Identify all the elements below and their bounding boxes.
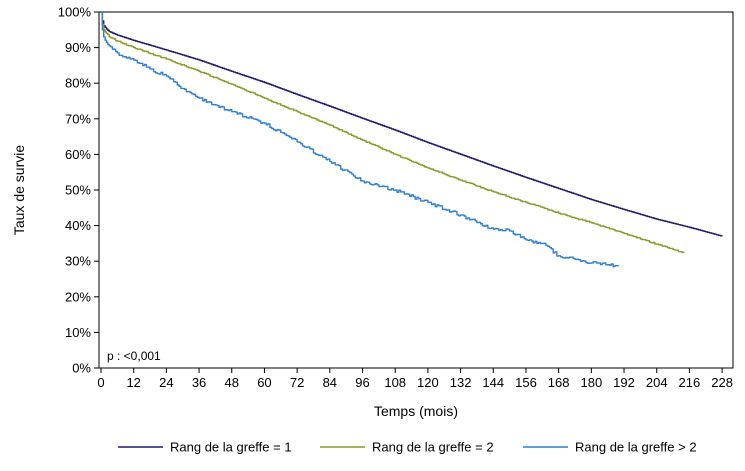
y-tick-label: 20% — [65, 289, 91, 304]
y-tick-label: 80% — [65, 76, 91, 91]
x-tick-label: 84 — [323, 375, 337, 390]
x-tick-label: 216 — [679, 375, 701, 390]
plot-area-frame — [98, 11, 734, 369]
x-tick-label: 36 — [192, 375, 206, 390]
y-tick-label: 100% — [58, 5, 92, 20]
x-tick-label: 0 — [97, 375, 104, 390]
y-tick-label: 60% — [65, 147, 91, 162]
x-tick-label: 108 — [384, 375, 406, 390]
y-tick-label: 40% — [65, 218, 91, 233]
y-tick-label: 0% — [72, 361, 91, 376]
x-tick-label: 72 — [290, 375, 304, 390]
x-axis-ticks: 0 12 24 36 48 60 72 84 96 108 120 132 144 156 168 180 19… — [97, 368, 733, 390]
x-tick-label: 192 — [613, 375, 635, 390]
legend-label-1: Rang de la greffe = 1 — [170, 440, 292, 455]
x-tick-label: 180 — [580, 375, 602, 390]
x-axis-title: Temps (mois) — [374, 403, 458, 419]
y-tick-label: 10% — [65, 325, 91, 340]
x-tick-label: 168 — [548, 375, 570, 390]
x-tick-label: 120 — [417, 375, 439, 390]
x-tick-label: 132 — [450, 375, 472, 390]
p-value-annotation: p : <0,001 — [107, 349, 161, 363]
x-tick-label: 48 — [225, 375, 239, 390]
x-tick-label: 96 — [355, 375, 369, 390]
x-tick-label: 156 — [515, 375, 537, 390]
series-line-3 — [101, 11, 620, 268]
y-tick-label: 50% — [65, 183, 91, 198]
y-axis-title: Taux de survie — [11, 145, 27, 235]
x-tick-label: 228 — [711, 375, 733, 390]
legend: Rang de la greffe = 1 Rang de la greffe =… — [118, 440, 697, 455]
series-lines — [101, 11, 723, 268]
y-tick-label: 30% — [65, 254, 91, 269]
series-line-2 — [101, 11, 685, 254]
legend-label-2: Rang de la greffe = 2 — [372, 440, 494, 455]
x-tick-label: 60 — [257, 375, 271, 390]
x-tick-label: 12 — [126, 375, 140, 390]
y-axis-ticks: 0% 10% 20% 30% 40% 50% 60% 70% 80% 90% 100% — [58, 5, 99, 376]
series-line-1 — [101, 11, 723, 237]
x-tick-label: 24 — [159, 375, 173, 390]
y-tick-label: 90% — [65, 40, 91, 55]
x-tick-label: 204 — [646, 375, 668, 390]
x-tick-label: 144 — [482, 375, 504, 390]
y-tick-label: 70% — [65, 111, 91, 126]
legend-label-3: Rang de la greffe > 2 — [575, 440, 697, 455]
